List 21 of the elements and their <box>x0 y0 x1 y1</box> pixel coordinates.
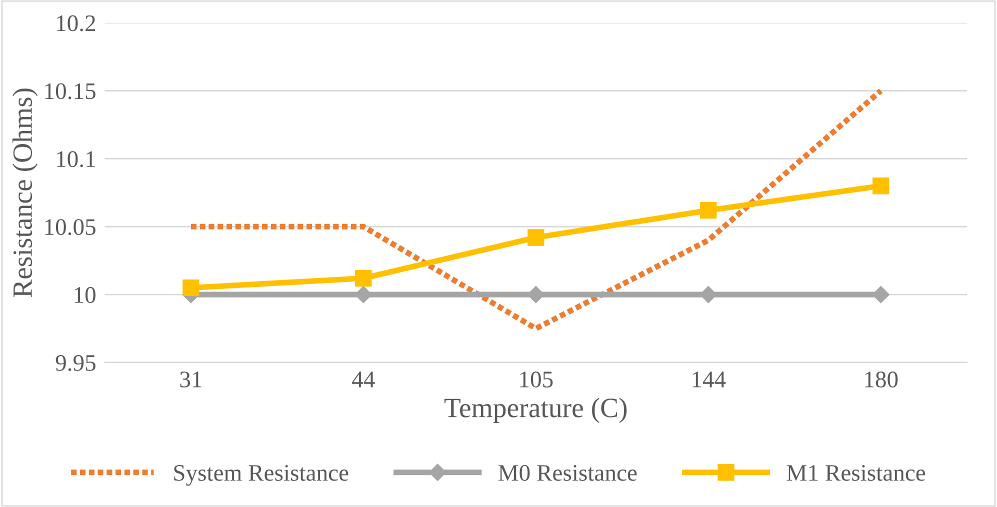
point <box>528 229 544 246</box>
y-tick-label: 10.05 <box>45 219 96 236</box>
y-tick-label: 9.95 <box>56 355 96 372</box>
legend-label: System Resistance <box>174 465 348 486</box>
y-tick-label: 10 <box>74 287 96 303</box>
y-tick-label: 10.15 <box>45 83 96 100</box>
x-tick-label: 180 <box>865 372 898 388</box>
legend-label: M1 Resistance <box>786 465 926 481</box>
x-tick-label: 144 <box>692 372 726 388</box>
y-tick-label: 10.1 <box>57 151 95 168</box>
x-tick-label: 105 <box>520 372 553 388</box>
point <box>872 178 890 194</box>
x-tick-label: 31 <box>180 372 202 388</box>
y-axis-title: Resistance (Ohms) <box>12 88 38 298</box>
legend-label: M0 Resistance <box>498 464 637 481</box>
x-axis-title: Temperature (C) <box>444 398 627 423</box>
point <box>182 279 200 296</box>
point <box>355 270 372 287</box>
y-tick-label: 10.2 <box>57 15 96 32</box>
x-tick-label: 44 <box>352 372 375 388</box>
point <box>700 202 717 219</box>
